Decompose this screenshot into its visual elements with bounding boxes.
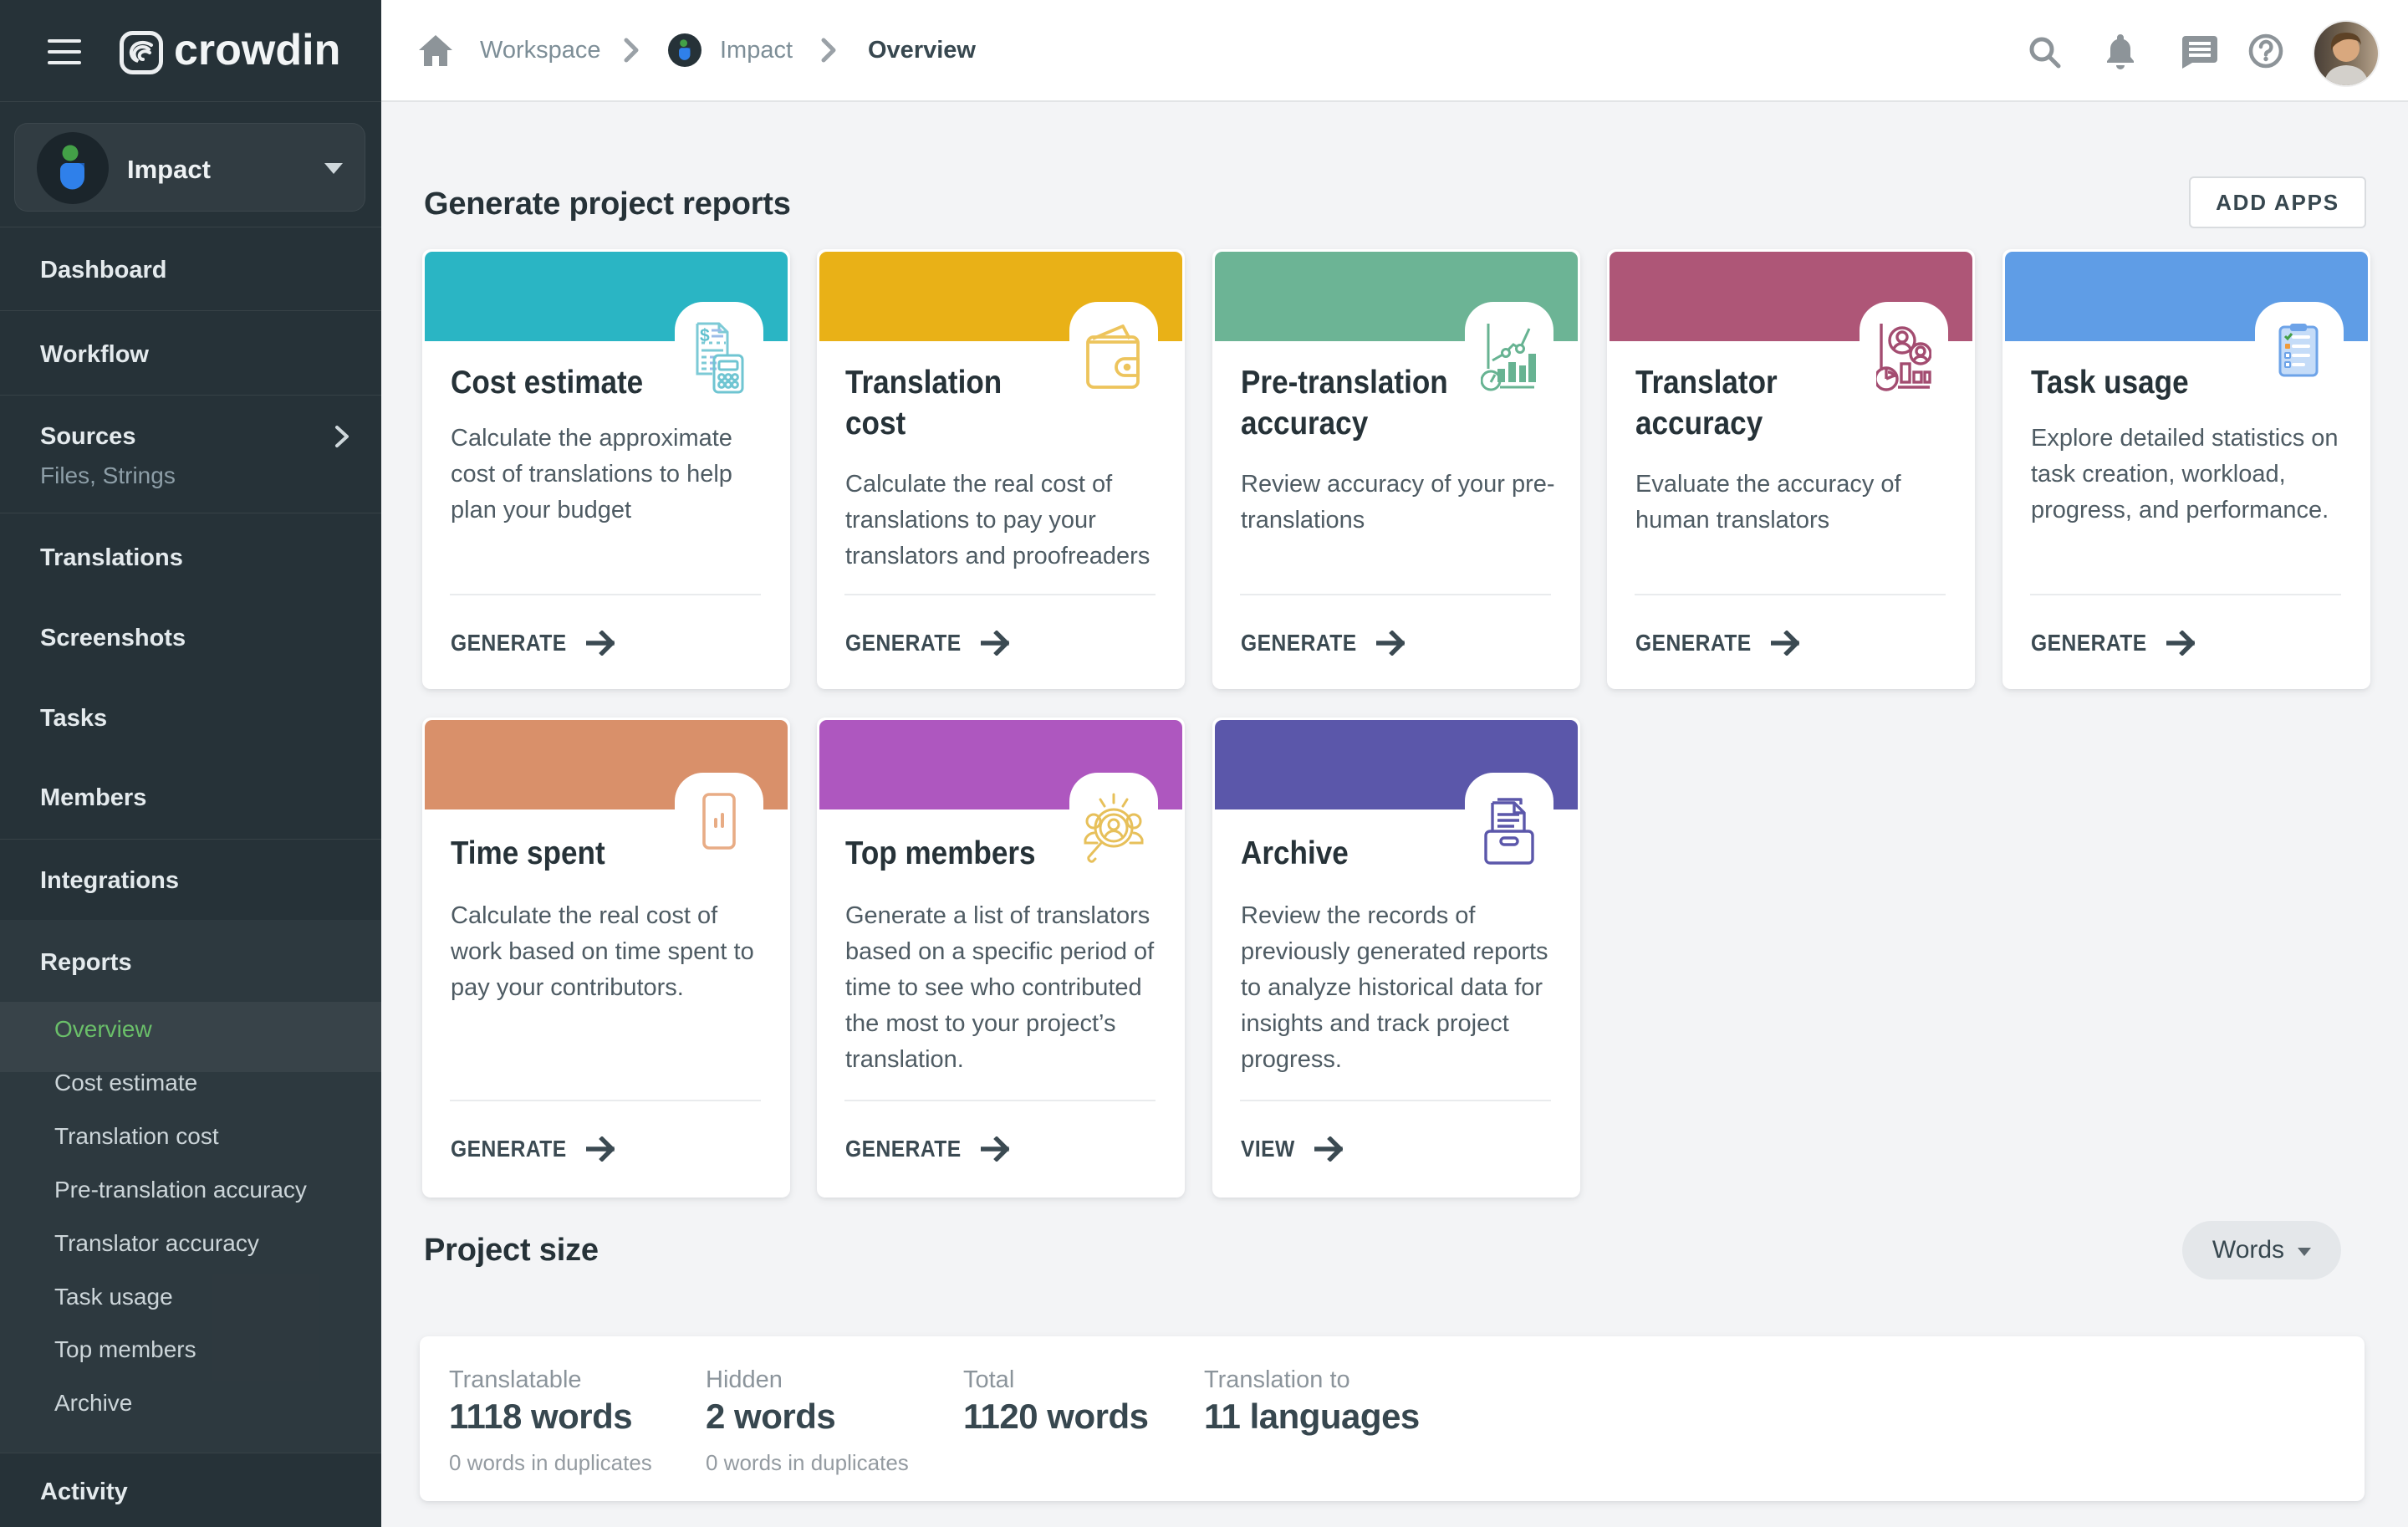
svg-text:$: $ bbox=[700, 326, 710, 345]
